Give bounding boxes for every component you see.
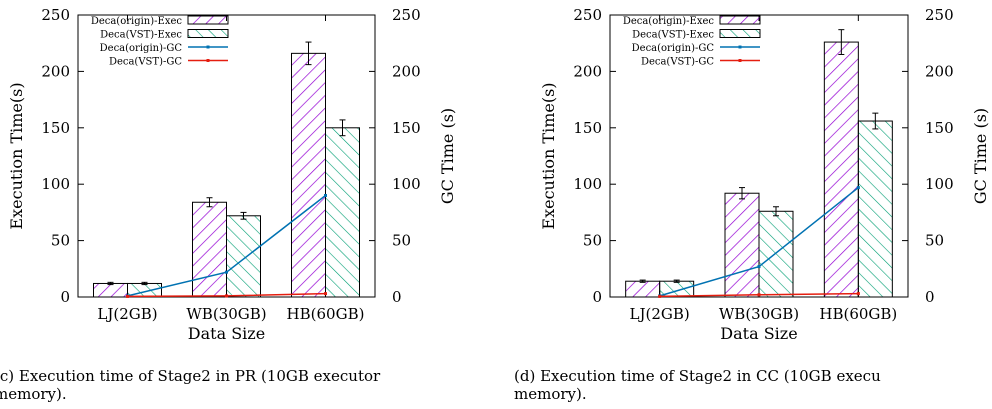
legend-label: Deca(VST)-Exec [100, 30, 182, 41]
bar [325, 127, 360, 298]
caption-right: (d) Execution time of Stage2 in CC (10GB… [514, 367, 881, 403]
gc-point [324, 292, 327, 296]
x-axis-label: Data Size [188, 324, 265, 343]
bar [724, 192, 760, 298]
bar [192, 201, 227, 298]
legend-label: Deca(VST)-GC [109, 57, 182, 68]
y2-tick-label: 250 [392, 6, 421, 24]
y-tick-label: 200 [573, 62, 602, 80]
legend-label: Deca(origin)-Exec [91, 16, 183, 27]
legend-marker [206, 45, 210, 49]
legend-swatch [719, 29, 761, 38]
bar [291, 52, 326, 298]
y2-tick-label: 50 [392, 232, 411, 250]
bar [93, 282, 128, 298]
y-tick-label: 100 [573, 175, 602, 193]
y-tick-label: 0 [592, 288, 602, 306]
y2-tick-label: 150 [925, 119, 954, 137]
y2-tick-label: 100 [392, 175, 421, 193]
y2-tick-label: 50 [925, 232, 944, 250]
y2-tick-label: 150 [392, 119, 421, 137]
y-axis-label: Execution Time(s) [7, 82, 26, 229]
gc-point [225, 270, 228, 274]
y2-axis-label: GC Time (s) [438, 108, 457, 204]
gc-point [757, 293, 761, 297]
y-tick-label: 0 [60, 288, 70, 306]
y-tick-label: 250 [41, 6, 70, 24]
y-tick-label: 150 [573, 119, 602, 137]
gc-point [126, 294, 129, 298]
legend-label: Deca(VST)-Exec [632, 30, 714, 41]
legend-swatch [187, 29, 229, 38]
bar [857, 120, 893, 298]
bar [823, 41, 859, 298]
gc-point [757, 265, 761, 269]
y2-tick-label: 0 [392, 288, 402, 306]
legend-swatch [719, 15, 761, 25]
y-tick-label: 50 [583, 232, 602, 250]
gc-point [324, 193, 327, 197]
legend-label: Deca(origin)-GC [100, 43, 183, 54]
legend-marker [738, 45, 742, 49]
x-tick-label: LJ(2GB) [630, 305, 690, 323]
legend-swatch [187, 15, 229, 25]
y2-tick-label: 200 [392, 62, 421, 80]
gc-point [856, 292, 860, 296]
gc-point [856, 186, 860, 190]
x-axis-label: Data Size [720, 324, 797, 343]
legend-label: Deca(VST)-GC [641, 57, 714, 68]
caption-left: (c) Execution time of Stage2 in PR (10GB… [0, 367, 381, 403]
x-tick-label: WB(30GB) [186, 305, 266, 323]
y2-axis-label: GC Time (s) [971, 108, 990, 204]
bar [758, 210, 794, 298]
legend-label: Deca(origin)-GC [632, 43, 715, 54]
gc-point [225, 294, 228, 298]
y-axis-label: Execution Time(s) [539, 82, 558, 229]
bar [625, 280, 661, 298]
y2-tick-label: 100 [925, 175, 954, 193]
y2-tick-label: 200 [925, 62, 954, 80]
legend-label: Deca(origin)-Exec [623, 16, 715, 27]
x-tick-label: WB(30GB) [719, 305, 799, 323]
bar [226, 215, 261, 298]
chart-stage2-cc: 0 0 50 50 100 100 150 150 200 200 250 250 LJ(2GB) WB(… [539, 6, 990, 343]
x-tick-label: HB(60GB) [287, 305, 365, 323]
y-tick-label: 150 [41, 119, 70, 137]
legend-marker [206, 59, 210, 62]
y-tick-label: 250 [573, 6, 602, 24]
y-tick-label: 50 [51, 232, 70, 250]
gc-point [658, 294, 662, 298]
y2-tick-label: 250 [925, 6, 954, 24]
y2-tick-label: 0 [925, 288, 935, 306]
y-tick-label: 100 [41, 175, 70, 193]
x-tick-label: LJ(2GB) [97, 305, 157, 323]
y-tick-label: 200 [41, 62, 70, 80]
x-tick-label: HB(60GB) [819, 305, 897, 323]
legend-marker [738, 59, 742, 62]
chart-stage2-pr: 0 0 50 50 100 100 150 150 200 200 250 250 LJ(2GB) WB(… [7, 6, 457, 343]
